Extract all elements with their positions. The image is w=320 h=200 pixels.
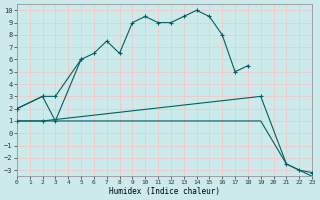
X-axis label: Humidex (Indice chaleur): Humidex (Indice chaleur) — [109, 187, 220, 196]
